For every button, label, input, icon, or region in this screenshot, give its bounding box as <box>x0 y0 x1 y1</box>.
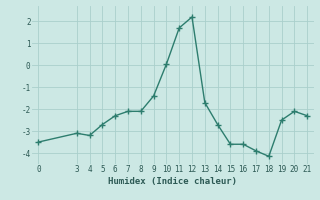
X-axis label: Humidex (Indice chaleur): Humidex (Indice chaleur) <box>108 177 237 186</box>
